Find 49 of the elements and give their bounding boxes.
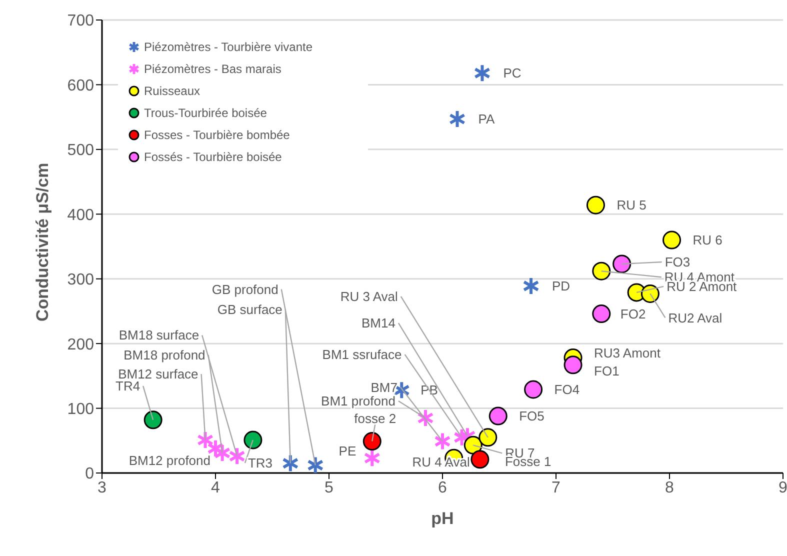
x-tick-label: 3 [98,479,107,496]
y-tick-label: 700 [67,12,94,30]
annotation: RU 5 [616,198,646,213]
y-tick-label: 400 [67,206,94,224]
legend-label: Piézomètres - Tourbière vivante [144,40,313,54]
y-tick-label: 300 [67,272,94,289]
y-tick-label: 0 [85,466,94,483]
y-tick-label: 600 [67,77,94,94]
annotation: BM1 profond [321,394,396,409]
annotation: TR3 [248,456,273,471]
annotation: FO4 [554,382,580,398]
annotation: PE [338,444,356,459]
legend-label: Trous-Tourbirée boisée [144,106,267,120]
x-tick-label: 6 [438,479,448,496]
annotation: GB surface [217,302,282,317]
annotation: BM14 [362,316,396,331]
annotation: fosse 2 [354,410,396,426]
x-axis-title: pH [431,509,454,528]
annotation: RU 6 [692,232,722,248]
annotation: PC [503,66,522,81]
legend-label: Piézomètres - Bas marais [144,62,282,76]
y-tick-label: 200 [67,336,94,354]
annotation: FO1 [594,363,620,378]
annotation: BM18 surface [118,328,200,343]
annotation: RU3 Amont [594,345,661,360]
y-axis-title: Conductivité μS/cm [33,162,52,322]
x-tick-label: 4 [211,479,220,496]
annotation: BM18 profond [124,347,206,362]
annotation: BM12 profond [128,452,210,468]
legend-label: Ruisseaux [144,84,200,98]
annotation: PD [552,278,570,294]
annotation: FO3 [664,254,690,270]
legend-label: Fossés - Tourbière boisée [144,150,282,164]
y-tick-label: 100 [67,400,94,418]
annotation: PA [478,112,495,127]
annotation: BM7 [370,380,398,395]
annotation: GB profond [212,282,278,297]
x-tick-label: 7 [552,479,561,496]
annotation: BM1 ssruface [322,346,402,362]
annotation: RU 4 Aval [412,454,470,470]
annotation: FO5 [519,408,544,424]
x-tick-label: 8 [665,479,674,496]
annotation: FO2 [620,306,646,322]
x-tick-label: 5 [324,479,334,496]
annotation: RU2 Aval [668,310,722,326]
annotation: RU 3 Aval [340,288,398,304]
legend-label: Fosses - Tourbière bombée [144,128,290,142]
x-tick-label: 9 [778,479,787,496]
y-tick-label: 500 [67,142,94,160]
